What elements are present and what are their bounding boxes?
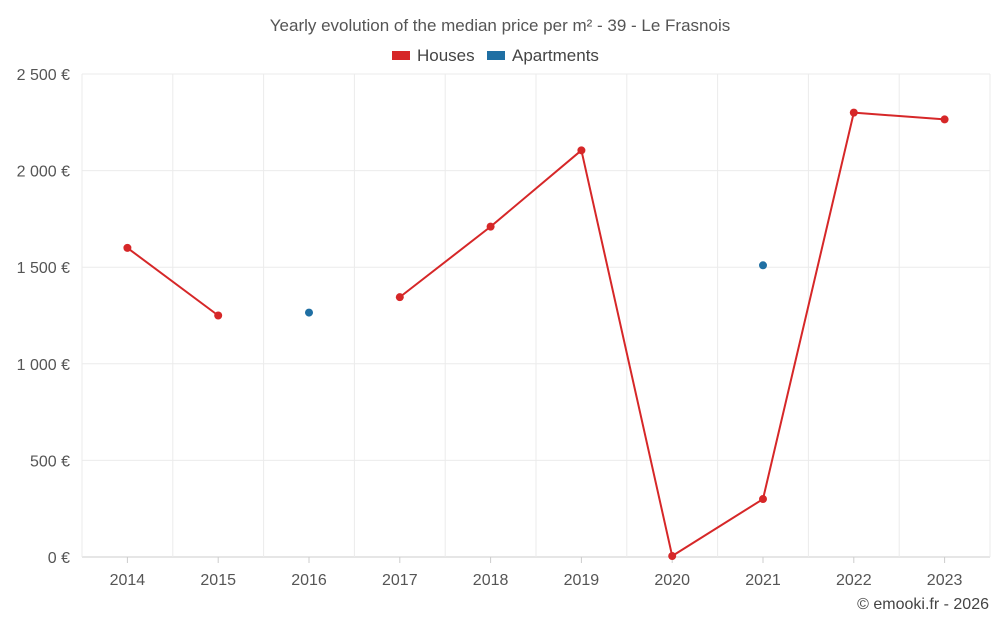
houses-line-segment xyxy=(489,149,583,228)
y-tick-label: 0 € xyxy=(48,550,70,567)
x-tick-label: 2017 xyxy=(382,572,418,589)
legend-swatch-apartments xyxy=(487,51,505,60)
x-tick-label: 2020 xyxy=(654,572,690,589)
apartments-point-2016[interactable] xyxy=(305,308,313,317)
houses-point-2015[interactable] xyxy=(214,311,223,320)
houses-point-2022[interactable] xyxy=(849,108,858,117)
x-tick-label: 2022 xyxy=(836,572,872,589)
legend-swatch-houses xyxy=(392,51,410,60)
y-tick-label: 1 000 € xyxy=(17,357,70,374)
x-tick-label: 2014 xyxy=(110,572,146,589)
y-tick-label: 500 € xyxy=(30,453,70,470)
y-tick-label: 2 000 € xyxy=(17,164,70,181)
series-apartments xyxy=(305,261,767,317)
series xyxy=(123,108,949,561)
legend: Houses Apartments xyxy=(392,46,599,65)
houses-point-2014[interactable] xyxy=(123,243,132,252)
houses-line-segment xyxy=(398,225,492,299)
legend-label-houses: Houses xyxy=(417,46,475,65)
y-tick-label: 2 500 € xyxy=(17,67,70,84)
legend-label-apartments: Apartments xyxy=(512,46,599,65)
x-tick-label: 2018 xyxy=(473,572,509,589)
houses-point-2017[interactable] xyxy=(395,293,404,302)
copyright-footer: © emooki.fr - 2026 xyxy=(857,596,989,613)
series-houses xyxy=(123,108,949,561)
houses-line-segment xyxy=(852,111,946,121)
houses-point-2019[interactable] xyxy=(577,146,586,155)
x-tick-label: 2023 xyxy=(927,572,963,589)
houses-point-2020[interactable] xyxy=(668,552,677,561)
x-tick-label: 2021 xyxy=(745,572,781,589)
grid xyxy=(81,73,991,558)
y-tick-label: 1 500 € xyxy=(17,260,70,277)
chart-title: Yearly evolution of the median price per… xyxy=(270,16,731,35)
houses-line-segment xyxy=(671,498,764,558)
houses-line-segment xyxy=(126,246,220,317)
houses-point-2023[interactable] xyxy=(940,115,949,124)
apartments-point-2021[interactable] xyxy=(759,261,767,270)
x-tick-label: 2016 xyxy=(291,572,327,589)
x-tick-label: 2019 xyxy=(564,572,600,589)
x-axis-labels: 2014 2015 2016 2017 2018 2019 2020 2021 2022 2023 xyxy=(110,557,963,589)
x-tick-label: 2015 xyxy=(200,572,236,589)
houses-line-segment xyxy=(580,149,674,558)
houses-line-segment xyxy=(762,111,855,501)
legend-item-apartments[interactable]: Apartments xyxy=(487,46,599,65)
y-axis-labels: 0 € 500 € 1 000 € 1 500 € 2 000 € 2 500 € xyxy=(17,67,70,567)
legend-item-houses[interactable]: Houses xyxy=(392,46,475,65)
houses-point-2021[interactable] xyxy=(759,495,767,504)
houses-point-2018[interactable] xyxy=(486,222,495,231)
